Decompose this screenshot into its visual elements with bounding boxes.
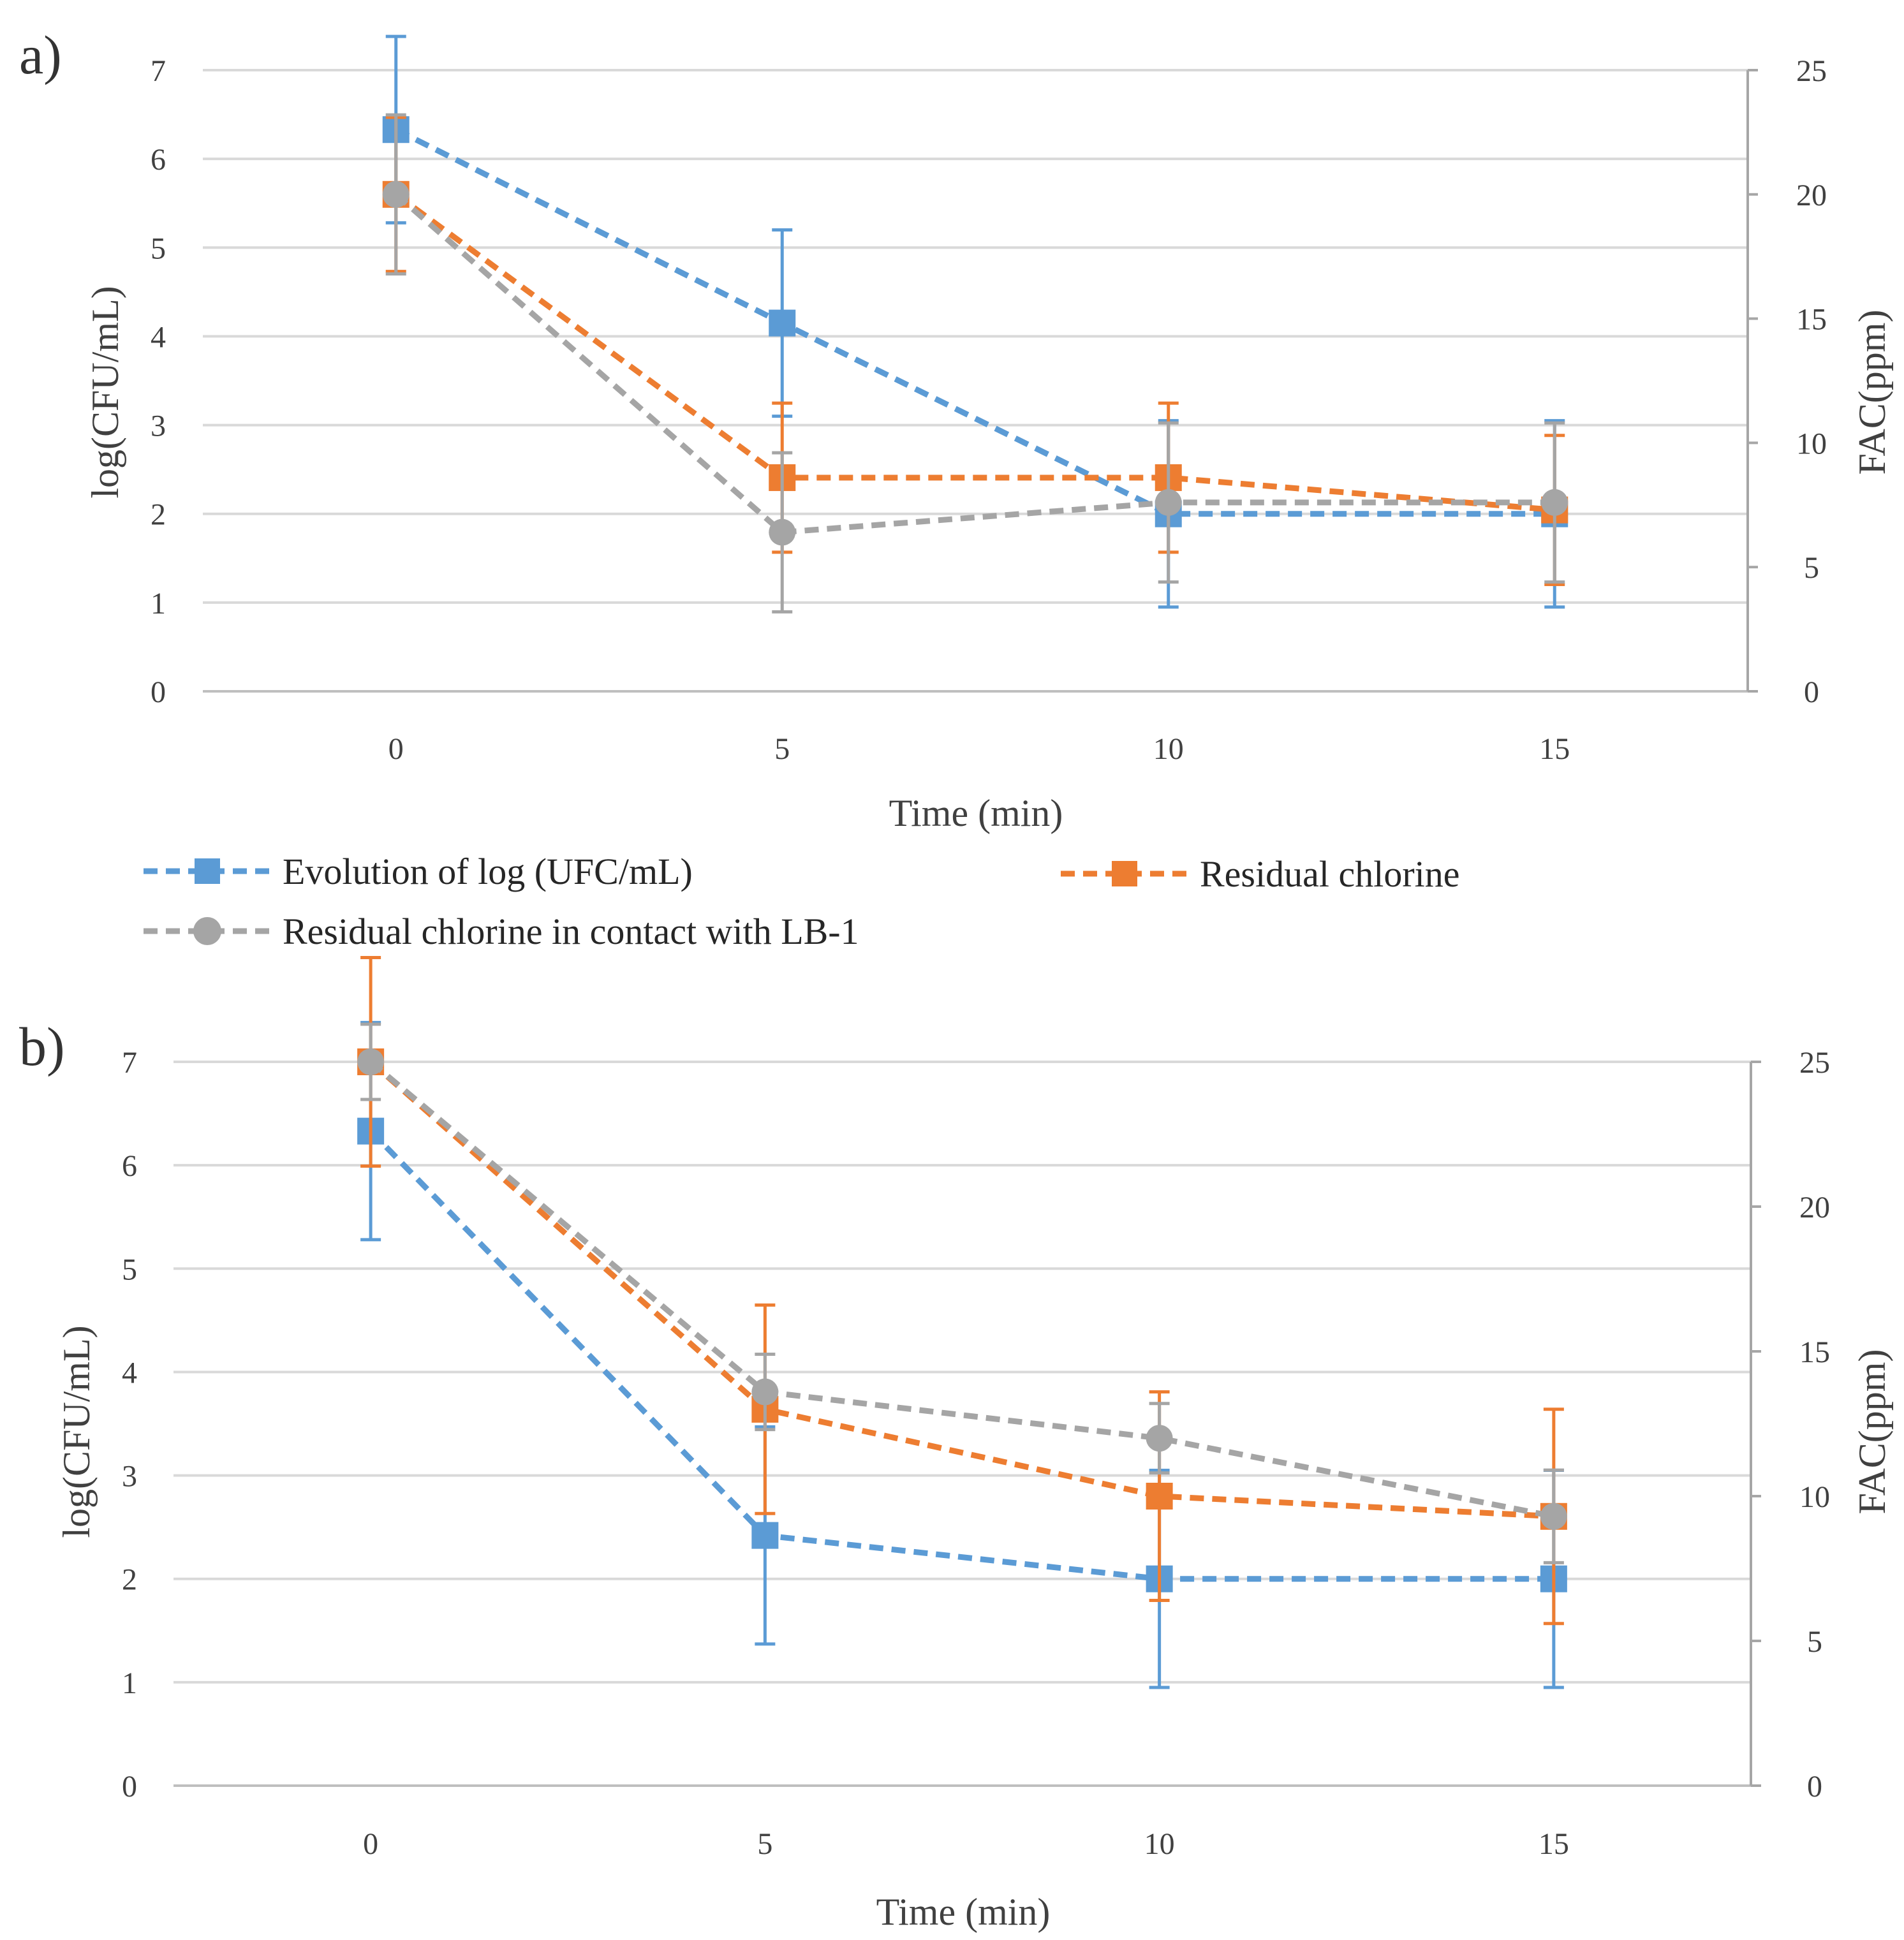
y2-tick-label: 20 <box>1799 1191 1830 1224</box>
y-tick-label: 4 <box>151 320 166 354</box>
y2-axis-title: FAC(ppm) <box>1851 310 1893 475</box>
y-tick-label: 0 <box>151 675 166 709</box>
y-tick-label: 6 <box>122 1149 137 1183</box>
legend-item-residual-chlorine: Residual chlorine <box>1061 853 1460 895</box>
legend: Evolution of log (UFC/mL) Residual chlor… <box>144 851 1460 952</box>
chart-panel-b: b) 0 1 2 3 4 5 6 7 0 5 10 15 20 25 0 5 10 15 Time (min) l… <box>19 956 1893 1933</box>
series-residual-chlorine-in-contact-with-lb-1 <box>357 1022 1567 1564</box>
y-tick-label: 6 <box>151 143 166 177</box>
y-tick-label: 3 <box>151 409 166 443</box>
panel-label: b) <box>19 1016 65 1077</box>
y2-axis-title: FAC(ppm) <box>1851 1349 1893 1515</box>
grid <box>173 1061 1751 1684</box>
x-tick-label: 15 <box>1539 732 1570 766</box>
data-point <box>1541 489 1568 516</box>
y-tick-label: 2 <box>122 1563 137 1597</box>
y2-tick-label: 5 <box>1807 1625 1822 1659</box>
y-tick-label: 2 <box>151 498 166 532</box>
y-tick-label: 0 <box>122 1770 137 1804</box>
legend-label: Residual chlorine <box>1200 853 1460 895</box>
legend-item-residual-chlorine-lb1: Residual chlorine in contact with LB-1 <box>144 911 859 952</box>
x-tick-label: 10 <box>1153 732 1184 766</box>
legend-label: Residual chlorine in contact with LB-1 <box>283 911 859 952</box>
series <box>382 34 1568 614</box>
y2-tick-label: 0 <box>1804 675 1819 709</box>
x-tick-label: 15 <box>1539 1827 1569 1861</box>
data-point <box>751 1522 779 1549</box>
data-point <box>1146 1425 1173 1452</box>
data-point <box>1540 1503 1567 1530</box>
grid <box>203 69 1748 604</box>
y-tick-label: 7 <box>122 1046 137 1080</box>
y-tick-label: 7 <box>151 54 166 88</box>
series-line <box>369 1059 1554 1520</box>
data-point <box>769 309 796 337</box>
data-point <box>751 1378 779 1406</box>
y-axis-title: log(CFU/mL) <box>84 286 126 498</box>
y2-tick-label: 5 <box>1804 551 1819 585</box>
y2-tick-label: 10 <box>1799 1480 1830 1514</box>
legend-label: Evolution of log (UFC/mL) <box>283 851 693 892</box>
chart-panel-a: a) 0 1 2 3 4 5 6 7 0 5 10 15 20 25 0 5 10 15 Time (min) l… <box>19 24 1893 834</box>
panel-label: a) <box>19 24 62 85</box>
data-point <box>1146 1483 1173 1510</box>
y-tick-label: 1 <box>151 587 166 621</box>
y2-tick-label: 25 <box>1796 54 1827 88</box>
legend-marker-square-icon <box>1112 861 1137 886</box>
y-tick-label: 5 <box>151 231 166 265</box>
axes: 0 1 2 3 4 5 6 7 0 5 10 15 20 25 0 5 10 15 <box>151 54 1827 766</box>
y-tick-label: 1 <box>122 1666 137 1700</box>
axes: 0 1 2 3 4 5 6 7 0 5 10 15 20 25 0 5 10 15 <box>122 1046 1830 1861</box>
y2-tick-label: 25 <box>1799 1046 1830 1080</box>
x-axis-title: Time (min) <box>889 792 1063 834</box>
series-line <box>368 1129 1554 1582</box>
legend-marker-square-icon <box>195 858 220 884</box>
legend-item-cfu: Evolution of log (UFC/mL) <box>144 851 693 892</box>
y2-tick-label: 15 <box>1799 1335 1830 1369</box>
series-line <box>394 192 1555 513</box>
data-point <box>382 180 410 208</box>
y-tick-label: 4 <box>122 1356 137 1390</box>
x-axis-title: Time (min) <box>876 1891 1051 1933</box>
y2-tick-label: 15 <box>1796 303 1827 337</box>
x-tick-label: 5 <box>774 732 790 766</box>
data-point <box>1155 489 1182 516</box>
y2-tick-label: 20 <box>1796 179 1827 212</box>
series-line <box>394 127 1555 517</box>
series-line <box>394 192 1555 536</box>
y2-tick-label: 10 <box>1796 427 1827 460</box>
series-line <box>369 1059 1554 1520</box>
x-tick-label: 5 <box>757 1827 772 1861</box>
y-tick-label: 5 <box>122 1253 137 1286</box>
y-axis-title: log(CFU/mL) <box>55 1325 98 1538</box>
series-residual-chlorine-in-contact-with-lb-1 <box>382 113 1568 614</box>
y-tick-label: 3 <box>122 1460 137 1494</box>
x-tick-label: 10 <box>1144 1827 1175 1861</box>
x-tick-label: 0 <box>388 732 404 766</box>
legend-marker-circle-icon <box>193 917 221 945</box>
x-tick-label: 0 <box>363 1827 378 1861</box>
data-point <box>769 518 796 546</box>
data-point <box>357 1048 385 1075</box>
y2-tick-label: 0 <box>1807 1770 1822 1804</box>
series <box>357 956 1567 1689</box>
